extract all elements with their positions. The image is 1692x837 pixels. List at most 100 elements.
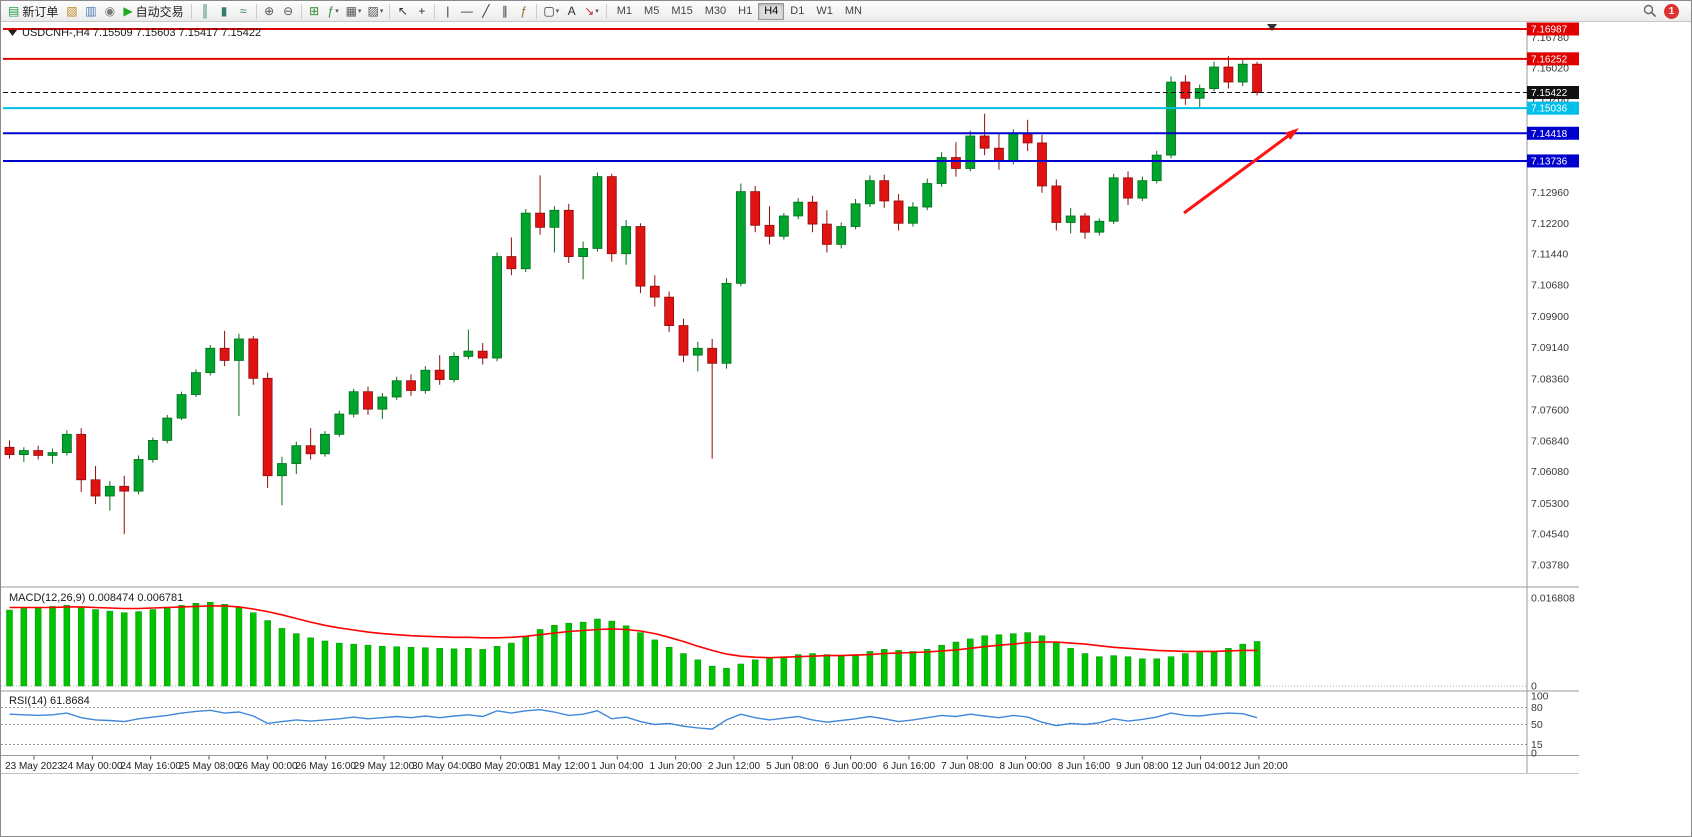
horizontal-line-button[interactable]: ― <box>457 2 476 20</box>
price-tag-support-cyan <box>1527 101 1579 115</box>
line-chart-button[interactable]: ≈ <box>234 2 253 20</box>
svg-text:7.07600: 7.07600 <box>1531 404 1569 416</box>
svg-text:7.12200: 7.12200 <box>1531 218 1569 230</box>
svg-text:2 Jun 12:00: 2 Jun 12:00 <box>708 761 761 772</box>
chart-header-label: USDCNH-,H4 7.15509 7.15603 7.15417 7.154… <box>22 27 261 39</box>
shapes-icon: ▢ <box>543 4 555 18</box>
timeframe-d1-button[interactable]: D1 <box>784 3 810 20</box>
svg-text:12 Jun 20:00: 12 Jun 20:00 <box>1230 761 1288 772</box>
refresh-button[interactable]: ◉ <box>100 2 119 20</box>
price-axis[interactable]: 7.167807.160207.152607.129607.122007.114… <box>1531 32 1569 572</box>
svg-text:8 Jun 16:00: 8 Jun 16:00 <box>1058 761 1111 772</box>
toolbar-separator <box>300 3 302 19</box>
periods-icon: ▦ <box>345 4 357 18</box>
timeframe-h1-button[interactable]: H1 <box>732 3 758 20</box>
autotrading-button[interactable]: ▶ 自动交易 <box>120 2 186 20</box>
toolbar-separator <box>434 3 436 19</box>
timeframe-m1-button[interactable]: M1 <box>611 3 638 20</box>
toolbar-separator <box>605 3 607 19</box>
new-order-icon: ▤ <box>8 4 20 18</box>
crosshair-button[interactable]: + <box>412 2 431 20</box>
chevron-down-icon: ▾ <box>335 8 339 15</box>
svg-text:7.03780: 7.03780 <box>1531 560 1569 572</box>
trendline-button[interactable]: ╱ <box>476 2 495 20</box>
svg-text:7.16252: 7.16252 <box>1531 54 1568 65</box>
trend-arrow-annotation[interactable] <box>1183 128 1299 215</box>
arrow-tools-button[interactable]: ↘ ▾ <box>581 2 602 20</box>
toolbar-separator <box>389 3 391 19</box>
tile-windows-button[interactable]: ⊞ <box>305 2 324 20</box>
periods-button[interactable]: ▦ ▾ <box>343 2 365 20</box>
candles-layer <box>4 56 1262 535</box>
toolbar-right-group: 1 <box>1643 3 1687 19</box>
toolbar-separator <box>536 3 538 19</box>
svg-text:24 May 00:00: 24 May 00:00 <box>62 761 123 772</box>
svg-text:7.15036: 7.15036 <box>1531 104 1568 115</box>
new-order-button[interactable]: ▤ 新订单 <box>5 2 61 20</box>
chart-shift-marker <box>1267 24 1277 31</box>
timeframe-mn-button[interactable]: MN <box>839 3 868 20</box>
svg-text:7.06840: 7.06840 <box>1531 435 1569 447</box>
svg-text:1 Jun 20:00: 1 Jun 20:00 <box>649 761 702 772</box>
notification-badge[interactable]: 1 <box>1664 3 1679 19</box>
horizontal-line-icon: ― <box>460 4 473 18</box>
vertical-line-button[interactable]: | <box>438 2 457 20</box>
svg-text:7.09140: 7.09140 <box>1531 342 1569 354</box>
price-tag-support-blue-2 <box>1527 154 1579 168</box>
svg-text:7.06080: 7.06080 <box>1531 466 1569 478</box>
price-tag-support-blue-1 <box>1527 126 1579 140</box>
svg-text:23 May 2023: 23 May 2023 <box>5 761 63 772</box>
candlestick-chart-icon: ▮ <box>220 4 228 18</box>
timeframe-m15-button[interactable]: M15 <box>665 3 698 20</box>
autotrading-label: 自动交易 <box>135 4 184 19</box>
toolbar-separator <box>190 3 192 19</box>
toolbar-separator <box>255 3 257 19</box>
svg-text:7.15422: 7.15422 <box>1531 88 1568 99</box>
candlestick-chart-button[interactable]: ▮ <box>215 2 234 20</box>
text-button[interactable]: A <box>562 2 581 20</box>
chevron-down-icon: ▾ <box>555 8 560 15</box>
templates-button[interactable]: ▨ ▾ <box>364 2 386 20</box>
bar-chart-button[interactable]: ║ <box>196 2 215 20</box>
timeframe-m5-button[interactable]: M5 <box>638 3 665 20</box>
svg-text:7 Jun 08:00: 7 Jun 08:00 <box>941 761 994 772</box>
timeframe-m30-button[interactable]: M30 <box>699 3 732 20</box>
macd-signal-line <box>9 605 1258 659</box>
chart-area[interactable]: 7.16780 7.16020 7.15260 7.12960 7.12200 7.114… <box>1 22 1691 837</box>
fibonacci-button[interactable]: ƒ <box>514 2 533 20</box>
svg-text:1 Jun 04:00: 1 Jun 04:00 <box>591 761 644 772</box>
svg-text:7.12960: 7.12960 <box>1531 187 1569 199</box>
profiles-button[interactable]: ▥ <box>81 2 100 20</box>
svg-text:50: 50 <box>1531 719 1543 731</box>
svg-text:7.05300: 7.05300 <box>1531 498 1569 510</box>
indicators-button[interactable]: ƒ ▾ <box>324 2 343 20</box>
macd-label: MACD(12,26,9) 0.008474 0.006781 <box>9 592 183 604</box>
svg-text:7.16780: 7.16780 <box>1531 32 1569 44</box>
zoom-out-button[interactable]: ⊖ <box>279 2 298 20</box>
svg-text:25 May 08:00: 25 May 08:00 <box>179 761 240 772</box>
shapes-button[interactable]: ▢ ▾ <box>540 2 562 20</box>
svg-text:24 May 16:00: 24 May 16:00 <box>120 761 181 772</box>
svg-text:7.16987: 7.16987 <box>1531 25 1568 36</box>
equidistant-channel-icon: ∥ <box>501 4 508 18</box>
bar-chart-icon: ║ <box>200 4 210 18</box>
zoom-in-icon: ⊕ <box>264 4 275 18</box>
autotrading-play-icon: ▶ <box>123 4 133 18</box>
rsi-line <box>9 708 1258 730</box>
zoom-out-icon: ⊖ <box>283 4 294 18</box>
line-chart-icon: ≈ <box>239 4 247 18</box>
svg-text:7.04540: 7.04540 <box>1531 529 1569 541</box>
price-chart-canvas[interactable]: 7.167807.160207.152607.129607.122007.114… <box>1 22 1691 837</box>
timeframe-w1-button[interactable]: W1 <box>810 3 839 20</box>
chevron-down-icon: ▾ <box>357 8 362 15</box>
timeframe-group: M1 M5 M15 M30 H1 H4 D1 W1 MN <box>611 2 868 20</box>
zoom-in-button[interactable]: ⊕ <box>260 2 279 20</box>
new-chart-button[interactable]: ▧ <box>62 2 81 20</box>
equidistant-channel-button[interactable]: ∥ <box>495 2 514 20</box>
timeframe-h4-button[interactable]: H4 <box>758 2 785 20</box>
cursor-button[interactable]: ↖ <box>393 2 412 20</box>
search-icon[interactable] <box>1643 4 1657 18</box>
svg-text:0: 0 <box>1531 681 1537 693</box>
new-chart-icon: ▧ <box>66 4 78 18</box>
